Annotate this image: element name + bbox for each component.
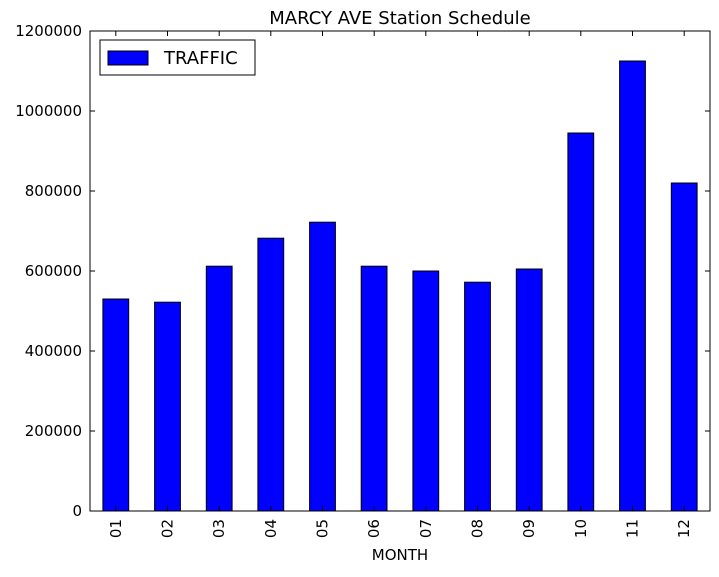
x-tick-label-03: 03 [210, 519, 228, 538]
plot-frame [89, 30, 711, 512]
x-tick-label-08: 08 [469, 519, 487, 538]
x-tick-label-02: 02 [159, 519, 177, 538]
x-tick-label-09: 09 [520, 519, 538, 538]
y-tick-label: 600000 [25, 262, 82, 280]
bar-07 [412, 270, 440, 512]
x-tick-label-01: 01 [107, 519, 125, 538]
y-tick-label: 1200000 [15, 22, 82, 40]
bar-03 [205, 265, 233, 512]
x-tick-label-05: 05 [314, 519, 332, 538]
y-tick-label: 400000 [25, 342, 82, 360]
legend-frame [99, 39, 256, 76]
bar-02 [154, 301, 181, 512]
y-tick-label: 800000 [25, 182, 82, 200]
bars-group [102, 60, 698, 512]
x-tick-label-12: 12 [675, 519, 693, 538]
bar-08 [464, 281, 491, 512]
y-axis: 0 200000 400000 600000 800000 1000000 1200000 [15, 22, 710, 520]
y-tick-label: 0 [72, 502, 82, 520]
y-tick-label: 200000 [25, 422, 82, 440]
x-axis: 01 02 03 04 05 06 07 08 09 10 11 12 [107, 31, 693, 538]
bar-09 [515, 268, 543, 512]
chart-title: MARCY AVE Station Schedule [269, 8, 530, 29]
bar-01 [102, 298, 130, 512]
x-tick-label-06: 06 [365, 519, 383, 538]
bar-12 [670, 182, 698, 512]
y-tick-label: 1000000 [15, 102, 82, 120]
x-tick-label-04: 04 [262, 519, 280, 538]
legend: TRAFFIC [99, 39, 256, 76]
bar-06 [360, 265, 388, 512]
legend-swatch [107, 50, 149, 66]
bar-05 [309, 221, 336, 512]
bar-11 [619, 60, 646, 512]
bar-04 [257, 237, 285, 512]
x-tick-label-11: 11 [624, 519, 642, 538]
bar-10 [567, 132, 595, 512]
x-tick-label-10: 10 [572, 519, 590, 538]
x-tick-label-07: 07 [417, 519, 435, 538]
legend-label: TRAFFIC [163, 48, 238, 69]
x-axis-label: MONTH [372, 546, 428, 564]
